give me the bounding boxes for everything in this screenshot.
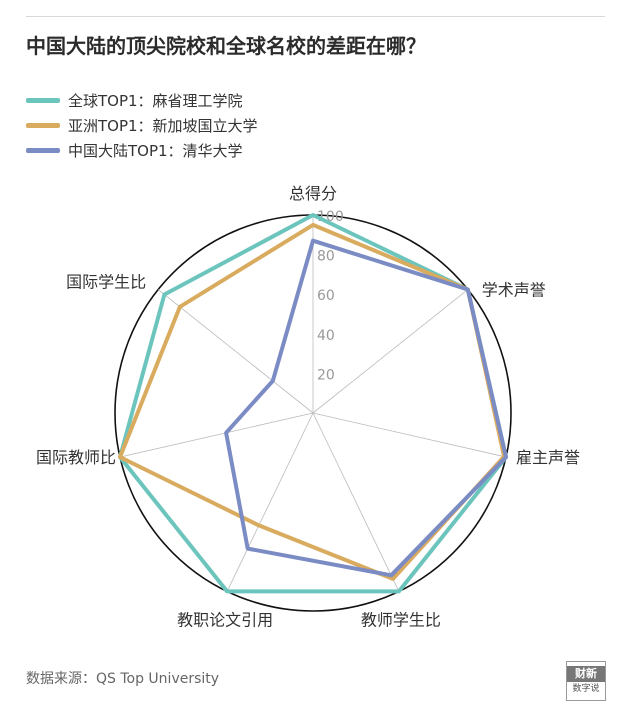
r-tick-label-80: 80 bbox=[317, 249, 335, 265]
legend-swatch-tsinghua bbox=[26, 148, 60, 153]
axis-label-5: 教职论文引用 bbox=[177, 610, 273, 629]
legend-item-mit: 全球TOP1：麻省理工学院 bbox=[26, 88, 258, 113]
legend-item-tsinghua: 中国大陆TOP1：清华大学 bbox=[26, 138, 258, 163]
radar-spoke-3 bbox=[312, 412, 507, 458]
data-source: 数据来源：QS Top University bbox=[26, 671, 220, 687]
legend-item-nus: 亚洲TOP1：新加坡国立大学 bbox=[26, 113, 258, 138]
axis-label-2: 学术声誉 bbox=[482, 281, 546, 300]
logo-top-text: 财新 bbox=[567, 666, 605, 682]
legend-label-tsinghua: 中国大陆TOP1：清华大学 bbox=[68, 142, 243, 160]
axis-label-1: 总得分 bbox=[289, 184, 337, 203]
legend-label-mit: 全球TOP1：麻省理工学院 bbox=[68, 92, 243, 110]
r-tick-label-20: 20 bbox=[317, 367, 335, 383]
axis-label-4: 教师学生比 bbox=[361, 610, 441, 629]
logo-bottom-text: 数字说 bbox=[572, 684, 600, 694]
radar-spoke-4 bbox=[312, 412, 400, 592]
legend-swatch-mit bbox=[26, 98, 60, 103]
caixin-logo: 财新 数字说 bbox=[566, 661, 606, 701]
legend: 全球TOP1：麻省理工学院 亚洲TOP1：新加坡国立大学 中国大陆TOP1：清华… bbox=[26, 88, 258, 163]
axis-label-3: 雇主声誉 bbox=[516, 448, 580, 467]
radar-spoke-7 bbox=[157, 289, 314, 414]
series-polygon-3 bbox=[224, 238, 508, 578]
radar-spoke-2 bbox=[312, 289, 469, 414]
radar-spoke-6 bbox=[119, 412, 314, 458]
r-tick-label-60: 60 bbox=[317, 288, 335, 304]
legend-swatch-nus bbox=[26, 123, 60, 128]
axis-label-6: 国际教师比 bbox=[36, 448, 116, 467]
r-tick-label-40: 40 bbox=[317, 328, 335, 344]
legend-label-nus: 亚洲TOP1：新加坡国立大学 bbox=[68, 117, 258, 135]
radar-spoke-5 bbox=[226, 412, 314, 592]
chart-title: 中国大陆的顶尖院校和全球名校的差距在哪？ bbox=[26, 34, 426, 58]
axis-label-7: 国际学生比 bbox=[66, 273, 146, 292]
top-divider bbox=[26, 16, 605, 17]
